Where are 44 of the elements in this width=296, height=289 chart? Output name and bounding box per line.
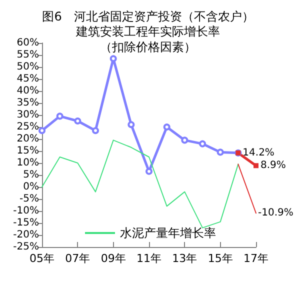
y-tick-label: -5% xyxy=(20,194,39,204)
data-label: 14.2% xyxy=(242,147,274,158)
point xyxy=(163,124,170,130)
y-tick-label: -15% xyxy=(13,218,39,228)
data-label: 8.9% xyxy=(260,160,286,172)
point xyxy=(74,118,82,124)
x-tick-label: 17年 xyxy=(244,252,268,265)
x-tick-label: 15年 xyxy=(208,252,233,265)
y-tick-label: 60% xyxy=(16,38,39,48)
y-tick-label: -25% xyxy=(13,242,39,252)
point xyxy=(146,168,152,175)
y-tick-label: 55% xyxy=(16,50,39,60)
point xyxy=(110,55,117,62)
point xyxy=(216,148,224,156)
data-label: -10.9% xyxy=(258,208,294,219)
point xyxy=(128,121,135,128)
y-tick-label: 20% xyxy=(16,134,39,144)
legend-label: 水泥产量年增长率 xyxy=(120,226,216,240)
point xyxy=(56,112,64,120)
y-tick-label: 10% xyxy=(16,158,39,168)
x-tick-label: 13年 xyxy=(172,252,198,265)
point xyxy=(92,127,99,134)
chart-title: 图6 河北省固定资产投资（不含农户）建筑安装工程年实际增长率 xyxy=(42,10,254,38)
x-tick-label: 09年 xyxy=(100,252,126,265)
x-tick-label: 05年 xyxy=(30,252,54,265)
line-series xyxy=(42,140,239,228)
y-tick-label: 5% xyxy=(23,170,39,180)
y-tick-label: 50% xyxy=(16,62,39,72)
point xyxy=(38,127,46,134)
point xyxy=(254,163,258,168)
y-tick-label: 25% xyxy=(16,122,39,132)
y-tick-label: 35% xyxy=(16,98,39,108)
point xyxy=(181,136,188,144)
x-tick-label: 07年 xyxy=(65,252,90,265)
chart-subtitle: （扣除价格因素） xyxy=(100,40,196,54)
y-tick-label: 45% xyxy=(16,74,39,84)
y-tick-label: 30% xyxy=(16,110,39,120)
y-tick-label: -10% xyxy=(13,206,39,216)
y-tick-label: 15% xyxy=(16,146,39,156)
y-tick-label: -20% xyxy=(13,230,39,240)
point xyxy=(199,140,206,148)
y-tick-label: 40% xyxy=(16,86,39,96)
y-tick-label: 0% xyxy=(23,182,39,192)
x-tick-label: 11年 xyxy=(136,252,162,265)
